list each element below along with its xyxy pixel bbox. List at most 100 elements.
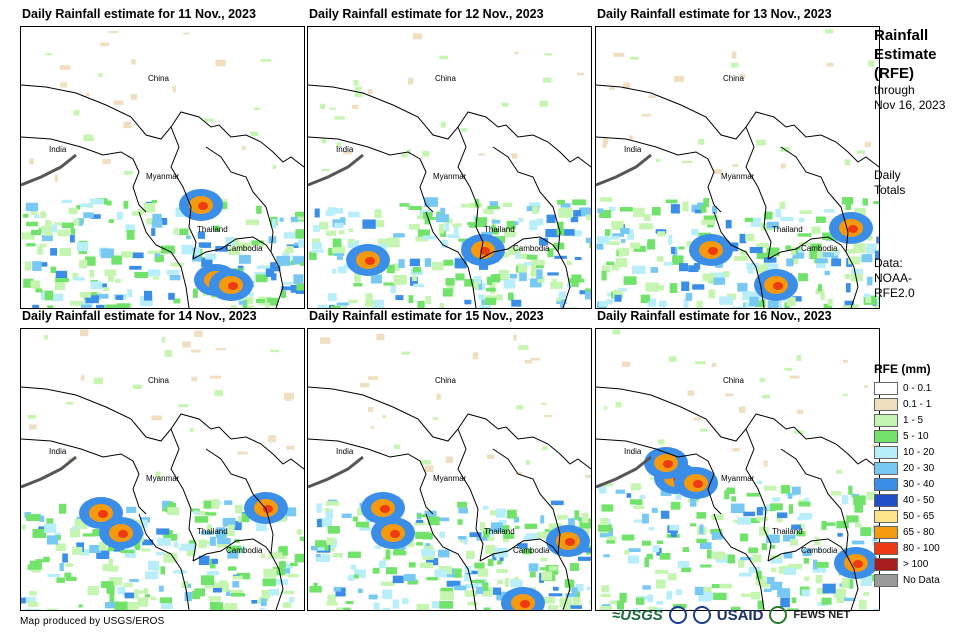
rain-cell xyxy=(408,562,416,568)
rain-cell xyxy=(864,141,872,148)
legend-item: 10 - 20 xyxy=(874,444,940,460)
rain-cell xyxy=(213,587,222,593)
rain-cell xyxy=(194,247,201,256)
rain-cell xyxy=(482,528,490,538)
rain-cell xyxy=(311,242,322,250)
rain-cell xyxy=(486,276,493,285)
rain-cell xyxy=(85,295,99,304)
rain-cell xyxy=(345,601,354,605)
rain-cell xyxy=(106,585,115,594)
rain-cell xyxy=(731,306,744,308)
rain-cell xyxy=(214,390,224,397)
rain-cell xyxy=(724,393,734,397)
rain-cell xyxy=(272,164,277,169)
rain-cell xyxy=(723,271,730,278)
rain-cell xyxy=(77,218,83,226)
rain-cell xyxy=(76,242,89,252)
rain-cell xyxy=(298,239,304,248)
rain-cell xyxy=(340,217,346,225)
rain-cell xyxy=(139,296,153,307)
rain-cell xyxy=(719,296,734,305)
rain-cell xyxy=(756,516,768,521)
rain-cell xyxy=(654,569,669,574)
rain-cell xyxy=(241,513,250,523)
rain-cell xyxy=(585,214,591,221)
rain-cell xyxy=(518,253,527,260)
legend-label: 5 - 10 xyxy=(903,430,929,442)
panel-title: Daily Rainfall estimate for 13 Nov., 202… xyxy=(597,7,832,21)
rain-cell xyxy=(209,602,224,610)
rain-cell xyxy=(574,257,582,261)
rain-cell xyxy=(27,564,42,570)
rain-cell xyxy=(503,532,514,539)
rain-cell xyxy=(331,207,344,214)
rain-cell xyxy=(127,289,133,298)
rain-cell xyxy=(846,249,855,254)
rain-cell xyxy=(380,505,390,513)
rain-cell xyxy=(739,533,749,542)
rain-cell xyxy=(54,283,66,291)
rain-cell xyxy=(260,598,267,607)
rain-cell xyxy=(175,207,186,218)
rain-cell xyxy=(585,237,591,244)
rain-cell xyxy=(578,207,591,217)
rain-cell xyxy=(529,278,542,288)
rain-cell xyxy=(327,526,340,534)
rain-cell xyxy=(804,497,809,504)
country-label-china: China xyxy=(723,74,744,83)
usaid-logo: USAID xyxy=(716,606,764,624)
rain-cell xyxy=(601,504,614,512)
rain-cell xyxy=(601,270,607,281)
rain-cell xyxy=(173,227,178,235)
rain-cell xyxy=(540,402,547,405)
rain-cell xyxy=(633,245,646,252)
country-label-cambodia: Cambodia xyxy=(513,244,550,253)
rain-cell xyxy=(230,305,238,308)
rain-cell xyxy=(74,518,88,529)
legend-swatch xyxy=(874,525,898,539)
rain-cell xyxy=(73,218,80,226)
rain-cell xyxy=(577,72,584,76)
rain-cell xyxy=(598,524,613,532)
rain-cell xyxy=(62,553,68,563)
map-panel-nov16: Daily Rainfall estimate for 16 Nov., 202… xyxy=(595,309,880,611)
rain-cell xyxy=(374,545,381,549)
rain-cell xyxy=(816,588,829,595)
rain-cell xyxy=(797,233,812,237)
rain-cell xyxy=(694,209,703,214)
rain-cell xyxy=(825,522,836,526)
rain-cell xyxy=(378,560,386,569)
rain-cell xyxy=(669,524,680,531)
rain-cell xyxy=(204,118,214,122)
rain-cell xyxy=(744,217,754,222)
rain-cell xyxy=(197,231,205,239)
rain-cell xyxy=(528,563,539,572)
country-label-myanmar: Myanmar xyxy=(721,474,755,483)
map-drawing xyxy=(596,329,879,610)
rain-cell xyxy=(144,290,153,301)
rain-cell xyxy=(72,547,83,555)
rain-cell xyxy=(849,579,854,589)
rain-cell xyxy=(452,223,462,227)
side-daily: Daily Totals xyxy=(874,168,905,198)
rain-cell xyxy=(440,587,453,595)
rain-cell xyxy=(845,201,852,210)
legend-title: RFE (mm) xyxy=(874,362,931,376)
rain-cell xyxy=(41,234,53,242)
rain-cell xyxy=(232,581,240,588)
rain-cell xyxy=(143,587,149,594)
rain-cell xyxy=(198,242,212,248)
rain-cell xyxy=(438,549,450,558)
rain-cell xyxy=(129,579,139,583)
rain-field xyxy=(309,33,591,308)
rain-cell xyxy=(360,382,370,388)
rain-cell xyxy=(867,276,873,286)
country-label-myanmar: Myanmar xyxy=(146,474,180,483)
border-line xyxy=(596,136,722,213)
rain-cell xyxy=(237,545,245,554)
rain-cell xyxy=(193,510,199,515)
rain-cell xyxy=(416,514,426,518)
rain-cell xyxy=(558,207,573,218)
rain-cell xyxy=(710,272,725,280)
rain-cell xyxy=(43,556,50,563)
